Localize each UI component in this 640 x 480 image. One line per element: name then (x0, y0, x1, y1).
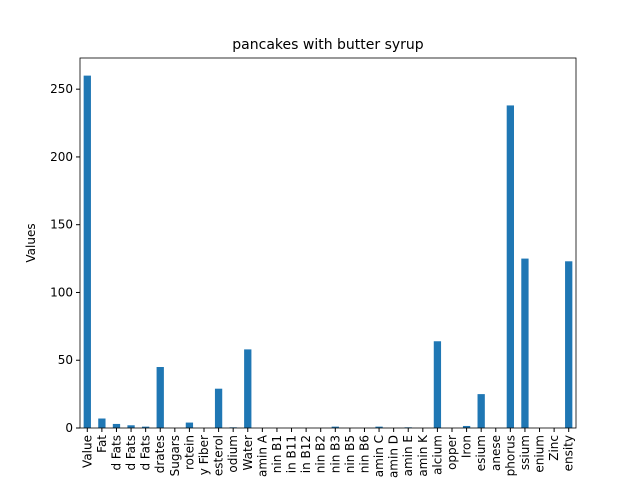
bar (506, 105, 514, 428)
x-tick-label: odium (226, 435, 240, 473)
x-tick-label: esium (474, 435, 488, 471)
bar (214, 388, 223, 428)
x-tick-label: Sugars (168, 435, 182, 476)
x-tick-label: amin D (387, 435, 401, 478)
bar (375, 426, 383, 428)
bar (98, 418, 106, 428)
x-tick-label: in B12 (299, 435, 313, 473)
x-tick-label: nin B1 (270, 435, 284, 473)
bar (156, 367, 164, 428)
x-tick-label: enium (533, 435, 547, 473)
x-tick-label: drates (153, 435, 167, 473)
bar (185, 422, 194, 428)
bar (565, 261, 573, 428)
y-tick-label: 0 (65, 421, 73, 435)
x-tick-label: Iron (460, 435, 474, 458)
x-tick-label: nin B2 (314, 435, 328, 473)
x-tick-label: nin B5 (343, 435, 357, 473)
x-tick-label: esterol (212, 435, 226, 476)
x-tick-label: in B11 (285, 435, 299, 473)
bar (127, 425, 135, 428)
x-tick-label: d Fats (139, 435, 153, 471)
bar (142, 426, 150, 428)
x-tick-label: Fat (95, 435, 109, 453)
bar (244, 349, 252, 428)
bar (112, 423, 121, 428)
x-tick-label: d Fats (109, 435, 123, 471)
x-tick-label: opper (445, 435, 459, 470)
x-tick-label: amin C (372, 435, 386, 477)
x-tick-label: Zinc (547, 435, 561, 461)
y-tick-label: 200 (50, 150, 73, 164)
x-tick-label: anese (489, 435, 503, 471)
bar (521, 258, 529, 428)
x-tick-label: alcium (430, 435, 444, 475)
x-tick-label: ensity (562, 435, 576, 471)
x-tick-label: amin E (401, 435, 415, 476)
x-tick-label: nin B3 (328, 435, 342, 473)
x-tick-label: ssium (518, 435, 532, 470)
x-tick-label: d Fats (124, 435, 138, 471)
y-tick-label: 100 (50, 285, 73, 299)
chart-title: pancakes with butter syrup (232, 37, 423, 53)
bar (462, 425, 471, 428)
plot-frame (79, 57, 577, 429)
y-tick-label: 50 (58, 353, 73, 367)
x-tick-label: nin B6 (357, 435, 371, 473)
bar (331, 426, 339, 428)
y-tick-label: 150 (50, 218, 73, 232)
bar (433, 341, 442, 428)
bar (83, 75, 91, 428)
x-tick-label: phorus (503, 435, 517, 476)
x-tick-label: y Fiber (197, 435, 211, 475)
y-axis-label: Values (24, 223, 38, 262)
x-tick-label: rotein (182, 435, 196, 470)
x-tick-label: amin K (416, 434, 430, 477)
y-tick-label: 250 (50, 82, 73, 96)
x-tick-label: amin A (255, 434, 269, 477)
x-tick-label: Value (80, 435, 94, 468)
x-tick-label: Water (241, 435, 255, 471)
bar (477, 394, 485, 428)
